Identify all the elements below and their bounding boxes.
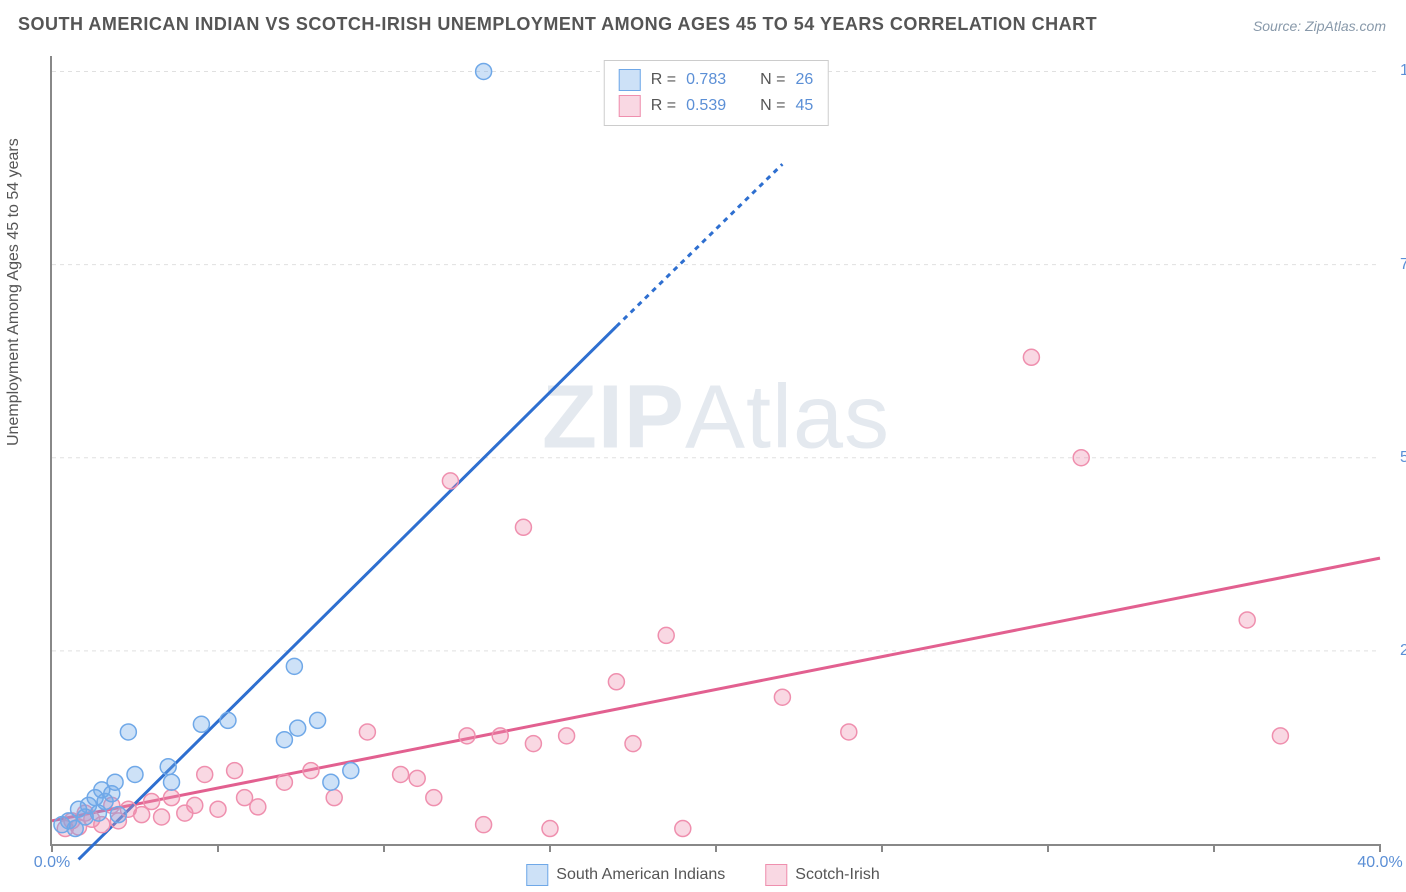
swatch-blue (619, 69, 641, 91)
n-label: N = (760, 71, 785, 89)
data-point (187, 797, 203, 813)
r-label: R = (651, 97, 676, 115)
legend-label-pink: Scotch-Irish (795, 866, 879, 884)
data-point (515, 519, 531, 535)
data-point (193, 716, 209, 732)
x-tick (549, 844, 551, 852)
n-value-blue: 26 (795, 71, 813, 89)
x-tick (1213, 844, 1215, 852)
data-point (675, 821, 691, 837)
data-point (310, 712, 326, 728)
data-point (1272, 728, 1288, 744)
data-point (476, 817, 492, 833)
data-point (658, 627, 674, 643)
data-point (127, 766, 143, 782)
data-point (107, 774, 123, 790)
data-point (841, 724, 857, 740)
data-point (227, 763, 243, 779)
r-value-blue: 0.783 (686, 71, 726, 89)
x-tick (715, 844, 717, 852)
data-point (120, 724, 136, 740)
data-point (542, 821, 558, 837)
data-point (144, 794, 160, 810)
legend-series: South American Indians Scotch-Irish (526, 864, 879, 886)
y-tick-label: 100.0% (1390, 62, 1406, 80)
data-point (110, 807, 126, 823)
legend-stats-row-pink: R = 0.539 N = 45 (619, 93, 814, 119)
legend-item-pink: Scotch-Irish (765, 864, 879, 886)
legend-stats-row-blue: R = 0.783 N = 26 (619, 67, 814, 93)
plot-svg (52, 56, 1380, 844)
data-point (160, 759, 176, 775)
data-point (276, 732, 292, 748)
data-point (303, 763, 319, 779)
x-tick (1379, 844, 1381, 852)
data-point (525, 736, 541, 752)
r-value-pink: 0.539 (686, 97, 726, 115)
data-point (323, 774, 339, 790)
swatch-pink (619, 95, 641, 117)
data-point (326, 790, 342, 806)
data-point (1023, 349, 1039, 365)
data-point (459, 728, 475, 744)
trend-line (616, 164, 782, 326)
swatch-blue-2 (526, 864, 548, 886)
data-point (409, 770, 425, 786)
n-label: N = (760, 97, 785, 115)
x-tick (383, 844, 385, 852)
data-point (276, 774, 292, 790)
x-tick (217, 844, 219, 852)
legend-stats: R = 0.783 N = 26 R = 0.539 N = 45 (604, 60, 829, 126)
data-point (286, 658, 302, 674)
chart-container: SOUTH AMERICAN INDIAN VS SCOTCH-IRISH UN… (0, 0, 1406, 892)
data-point (210, 801, 226, 817)
data-point (426, 790, 442, 806)
data-point (154, 809, 170, 825)
data-point (442, 473, 458, 489)
legend-item-blue: South American Indians (526, 864, 725, 886)
legend-label-blue: South American Indians (556, 866, 725, 884)
data-point (290, 720, 306, 736)
plot-area: ZIPAtlas R = 0.783 N = 26 R = 0.539 N = … (50, 56, 1380, 846)
data-point (774, 689, 790, 705)
data-point (220, 712, 236, 728)
data-point (476, 63, 492, 79)
r-label: R = (651, 71, 676, 89)
x-tick (1047, 844, 1049, 852)
n-value-pink: 45 (795, 97, 813, 115)
y-axis-label: Unemployment Among Ages 45 to 54 years (5, 138, 23, 446)
data-point (164, 774, 180, 790)
y-tick-label: 75.0% (1390, 256, 1406, 274)
swatch-pink-2 (765, 864, 787, 886)
chart-title: SOUTH AMERICAN INDIAN VS SCOTCH-IRISH UN… (18, 14, 1097, 35)
data-point (1073, 450, 1089, 466)
data-point (1239, 612, 1255, 628)
x-tick-label: 0.0% (34, 854, 70, 872)
data-point (359, 724, 375, 740)
data-point (250, 799, 266, 815)
data-point (343, 763, 359, 779)
data-point (164, 790, 180, 806)
data-point (625, 736, 641, 752)
data-point (559, 728, 575, 744)
data-point (393, 766, 409, 782)
y-tick-label: 50.0% (1390, 449, 1406, 467)
data-point (492, 728, 508, 744)
data-point (608, 674, 624, 690)
source-label: Source: ZipAtlas.com (1253, 18, 1386, 34)
y-tick-label: 25.0% (1390, 642, 1406, 660)
data-point (197, 766, 213, 782)
x-tick-label: 40.0% (1357, 854, 1402, 872)
x-tick (881, 844, 883, 852)
x-tick (51, 844, 53, 852)
trend-line (79, 326, 617, 859)
